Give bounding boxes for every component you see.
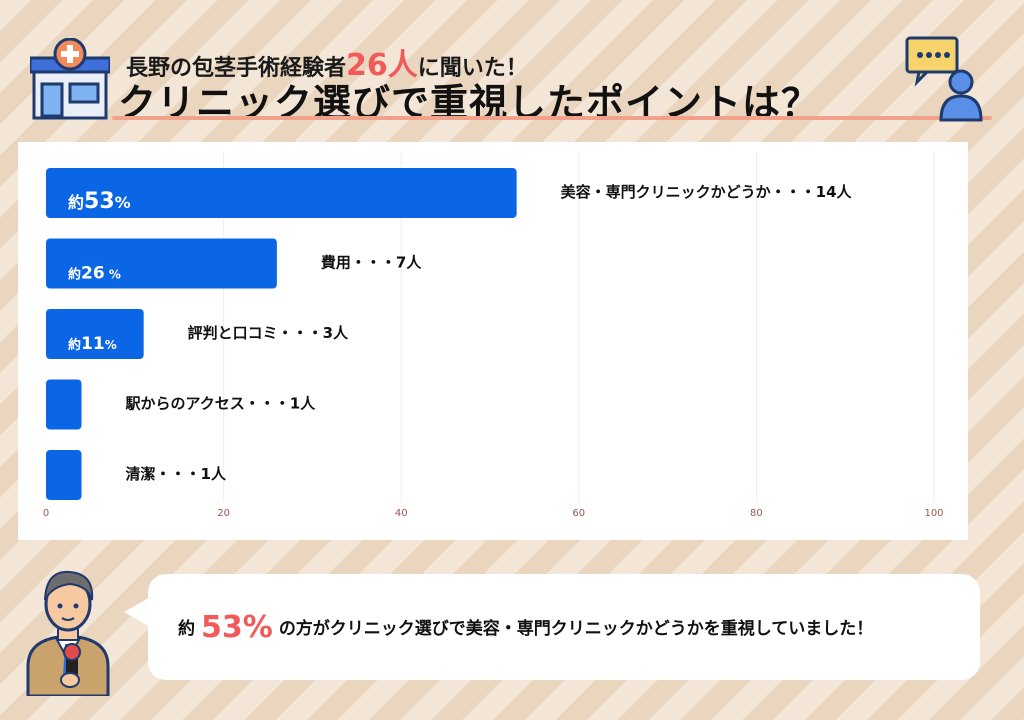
- speech-bubble-person-icon: [905, 36, 983, 122]
- x-tick-label: 40: [395, 508, 408, 519]
- data-label: 約26 %: [68, 264, 121, 284]
- title-underline: [112, 116, 992, 120]
- data-label: 約53%: [68, 189, 131, 214]
- bar: [46, 379, 82, 430]
- speech-bubble-tail: [124, 596, 152, 628]
- clinic-building-icon: [30, 38, 110, 120]
- summary-text: 約 53% の方がクリニック選びで美容・専門クリニックかどうかを重視していました！: [178, 610, 873, 645]
- summary-pre: 約: [178, 619, 195, 639]
- header: 長野の包茎手術経験者26人に聞いた！ クリニック選びで重視したポイントは？: [0, 0, 1024, 135]
- speech-bubble: 約 53% の方がクリニック選びで美容・専門クリニックかどうかを重視していました！: [148, 574, 980, 680]
- data-label: 約11%: [68, 334, 117, 354]
- category-label: 費用・・・7人: [321, 254, 422, 272]
- subtitle-highlight: 26人: [346, 48, 418, 83]
- category-label: 清潔・・・1人: [126, 465, 227, 483]
- category-label: 美容・専門クリニックかどうか・・・14人: [561, 183, 853, 201]
- chart-panel: 0 20 40 60 80 100 美容・専門クリニックかどうか・・・14人 約53% 費用・・…: [18, 142, 968, 540]
- bar: [46, 168, 517, 218]
- category-label: 駅からのアクセス・・・1人: [125, 395, 317, 413]
- subtitle-pre: 長野の包茎手術経験者: [126, 56, 347, 81]
- bar: [46, 238, 277, 289]
- reporter-microphone-icon: [26, 570, 110, 696]
- bar: [46, 450, 82, 500]
- x-tick-label: 60: [572, 508, 585, 519]
- summary-section: 約 53% の方がクリニック選びで美容・専門クリニックかどうかを重視していました！: [0, 548, 1024, 720]
- subtitle: 長野の包茎手術経験者26人に聞いた！: [126, 40, 528, 84]
- bar: [46, 309, 144, 359]
- summary-highlight: 53%: [201, 610, 273, 645]
- subtitle-post: に聞いた！: [417, 56, 528, 81]
- x-tick-label: 100: [924, 508, 943, 519]
- category-label: 評判と口コミ・・・3人: [188, 324, 349, 342]
- bar-chart: 0 20 40 60 80 100 美容・専門クリニックかどうか・・・14人 約53% 費用・・…: [43, 152, 944, 519]
- summary-post: の方がクリニック選びで美容・専門クリニックかどうかを重視していました！: [278, 619, 874, 639]
- x-tick-label: 0: [43, 508, 49, 519]
- x-tick-label: 20: [217, 508, 230, 519]
- x-tick-label: 80: [750, 508, 763, 519]
